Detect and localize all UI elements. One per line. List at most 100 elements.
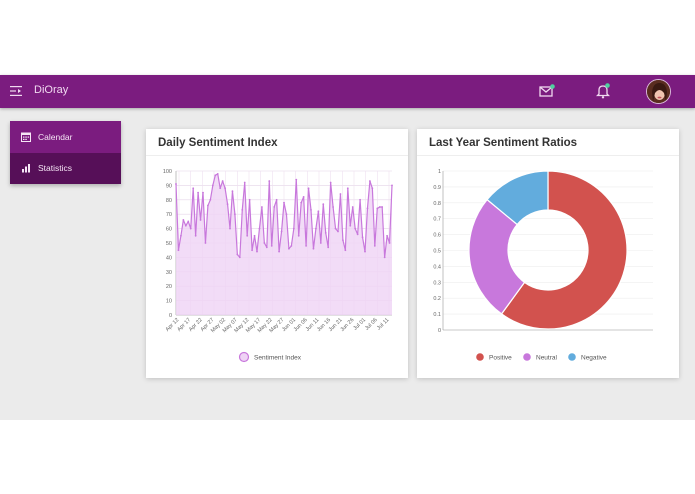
data-point [334, 227, 337, 230]
y-tick-label: 0.9 [433, 185, 441, 191]
data-point [246, 234, 249, 237]
data-point [324, 232, 327, 234]
data-point [359, 198, 361, 201]
data-point [356, 233, 359, 236]
y-tick-label: 40 [166, 255, 172, 261]
data-point [202, 191, 204, 194]
data-point [229, 227, 231, 230]
legend-negative-label: Negative [581, 355, 607, 362]
data-point [263, 242, 266, 244]
daily-sentiment-card: Daily Sentiment Index 0 10 20 30 40 50 60 70 80 9… [146, 129, 408, 378]
sidebar: Calendar Statistics [10, 121, 121, 184]
data-point [275, 198, 278, 201]
legend-neutral-label: Neutral [536, 355, 558, 362]
data-point [194, 234, 197, 237]
sidebar-item-label: Statistics [38, 163, 73, 174]
sidebar-item-calendar[interactable]: Calendar [10, 121, 121, 153]
app-window: DiOray [0, 75, 695, 420]
data-point [231, 190, 234, 193]
data-point [238, 256, 241, 259]
avatar-image [647, 80, 670, 103]
data-point [285, 213, 288, 216]
legend-positive-swatch [476, 353, 484, 361]
notification-bell-icon[interactable] [596, 83, 610, 99]
data-point [364, 250, 366, 253]
data-point [177, 249, 180, 252]
data-point [381, 206, 384, 208]
data-point [329, 181, 332, 184]
bar-chart-icon [22, 164, 30, 173]
data-point [241, 208, 244, 211]
data-point [386, 234, 388, 237]
data-point [332, 206, 334, 208]
legend-positive-label: Positive [489, 355, 512, 362]
data-point [366, 207, 369, 210]
page-top-margin [0, 0, 695, 75]
legend-label: Sentiment Index [254, 355, 302, 362]
data-point [344, 249, 347, 252]
data-point [211, 184, 214, 187]
data-point [226, 203, 229, 206]
data-point [322, 203, 325, 206]
sentiment-ratio-card: Last Year Sentiment Ratios 0 0.1 0.2 0.3 0.4… [417, 129, 679, 378]
data-point [319, 242, 322, 244]
y-tick-label: 0.3 [433, 280, 441, 286]
data-point [184, 224, 187, 227]
data-point [261, 206, 263, 208]
data-point [207, 204, 209, 207]
data-point [219, 187, 222, 190]
data-point [253, 234, 256, 237]
data-point [221, 180, 224, 182]
data-point [297, 234, 300, 237]
y-tick-label: 30 [166, 270, 172, 276]
data-point [224, 187, 226, 190]
data-point [204, 242, 207, 244]
data-point [288, 247, 290, 250]
data-point [216, 172, 219, 175]
data-point [251, 249, 253, 252]
y-tick-label: 50 [166, 241, 172, 247]
y-tick-label: 90 [166, 183, 172, 189]
y-tick-label: 0.5 [433, 249, 441, 255]
brand-name[interactable]: DiOray [34, 84, 69, 96]
y-tick-label: 0.8 [433, 201, 441, 207]
top-navbar: DiOray [0, 75, 695, 108]
y-tick-label: 0.6 [433, 233, 441, 239]
data-point [256, 250, 258, 253]
legend-negative-swatch [568, 353, 576, 361]
sidebar-item-label: Calendar [38, 131, 73, 142]
sentiment-donut-chart: 0 0.1 0.2 0.3 0.4 0.5 0.6 0.7 0.8 0.9 1 Positive Neu… [433, 169, 653, 362]
data-point [258, 227, 261, 230]
data-point [354, 227, 357, 230]
data-point [369, 180, 371, 182]
y-tick-label: 20 [166, 284, 172, 290]
data-point [351, 206, 354, 208]
data-point [270, 244, 273, 247]
data-point [292, 227, 295, 230]
mail-icon[interactable] [539, 84, 555, 98]
y-tick-label: 100 [163, 169, 172, 175]
y-tick-label: 0 [438, 328, 441, 334]
data-point [378, 206, 381, 208]
data-point [310, 208, 312, 211]
data-point [388, 242, 391, 244]
y-tick-label: 0.2 [433, 296, 441, 302]
menu-toggle-icon[interactable] [9, 84, 23, 98]
y-tick-label: 0 [169, 313, 172, 319]
data-point [312, 247, 315, 250]
data-point [180, 234, 182, 237]
data-point [342, 239, 344, 242]
data-point [236, 253, 239, 256]
page-bottom-margin [0, 420, 695, 494]
sidebar-item-statistics[interactable]: Statistics [10, 152, 121, 184]
data-point [317, 210, 320, 213]
data-point [214, 174, 217, 177]
y-tick-label: 80 [166, 198, 172, 204]
user-avatar[interactable] [646, 79, 671, 104]
data-point [349, 224, 352, 227]
data-point [182, 219, 185, 221]
data-point [361, 236, 364, 239]
data-point [265, 246, 268, 249]
y-tick-label: 60 [166, 227, 172, 233]
